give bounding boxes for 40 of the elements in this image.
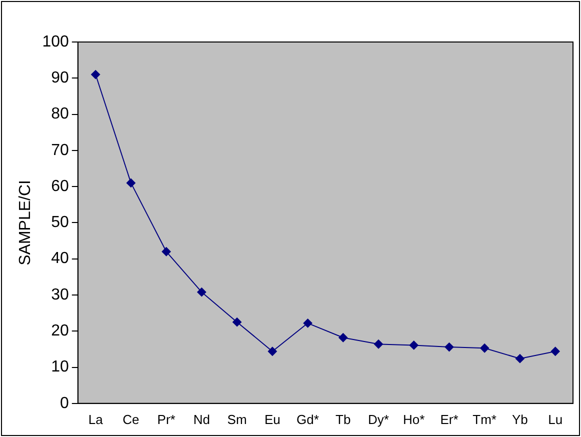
y-tick-label: 80: [51, 106, 69, 123]
x-tick-label: Yb: [512, 412, 528, 427]
point: [550, 346, 560, 356]
x-tick-label: Er*: [440, 412, 458, 427]
x-tick-label: Ce: [122, 412, 140, 427]
point: [197, 288, 206, 297]
point: [91, 70, 100, 80]
y-tick-label: 40: [51, 250, 69, 268]
y-tick-label: 70: [51, 142, 69, 159]
y-tick-label: 0: [60, 394, 69, 412]
y-tick-label: 30: [51, 286, 69, 304]
x-tick-label: Lu: [548, 412, 563, 427]
point: [374, 340, 383, 349]
x-tick-label: Nd: [193, 412, 210, 427]
point: [409, 340, 418, 350]
point: [126, 178, 136, 188]
x-tick-label: Eu: [264, 412, 280, 427]
point: [444, 342, 454, 352]
x-tick-label: Dy*: [368, 412, 389, 427]
x-tick-label: Sm: [227, 412, 247, 427]
x-tick-label: Tb: [336, 412, 351, 427]
point: [303, 318, 312, 328]
point: [338, 333, 348, 342]
point: [480, 344, 490, 353]
point: [268, 346, 277, 356]
y-axis-title: SAMPLE/CI: [17, 180, 34, 266]
y-tick-label: 90: [51, 70, 69, 87]
y-tick-label: 10: [51, 358, 69, 376]
point: [232, 318, 242, 327]
x-tick-label: Pr*: [157, 412, 176, 427]
y-tick-label: 100: [42, 33, 69, 50]
y-tick-label: 50: [51, 214, 69, 232]
x-tick-label: La: [88, 412, 104, 427]
y-tick-label: 60: [51, 178, 69, 195]
x-tick-label: Ho*: [403, 412, 425, 427]
point: [162, 247, 171, 256]
y-tick-label: 20: [51, 322, 69, 340]
x-tick-label: Tm*: [472, 412, 497, 427]
point: [515, 354, 524, 364]
x-tick-label: Gd*: [296, 412, 319, 427]
